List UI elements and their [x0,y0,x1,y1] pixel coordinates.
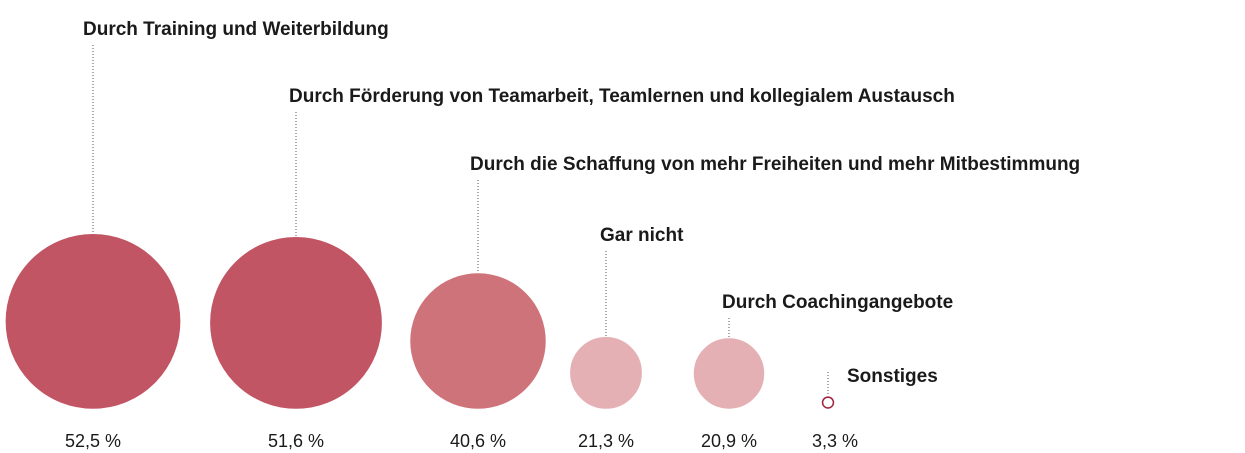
bubble [821,396,835,409]
category-label: Durch Training und Weiterbildung [83,19,389,40]
bubble [5,234,181,409]
value-label: 52,5 % [65,431,121,451]
bubble [410,273,546,409]
value-label: 21,3 % [578,431,634,451]
bubble [570,336,642,409]
bubble [693,338,765,409]
bubble [210,236,382,409]
category-label: Durch die Schaffung von mehr Freiheiten … [470,154,1080,175]
category-label: Durch Förderung von Teamarbeit, Teamlern… [289,86,955,107]
value-label: 3,3 % [812,431,858,451]
category-label: Durch Coachingangebote [722,292,953,313]
category-label: Gar nicht [600,225,684,246]
category-label: Sonstiges [847,366,938,387]
value-label: 20,9 % [701,431,757,451]
value-label: 40,6 % [450,431,506,451]
value-label: 51,6 % [268,431,324,451]
